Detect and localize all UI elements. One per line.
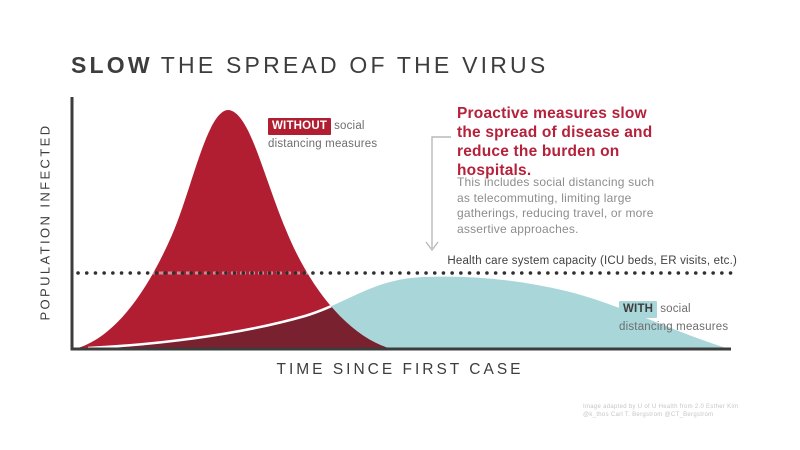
without-curve-label: WITHOUT social distancing measures (268, 118, 377, 151)
with-label-rest: social (660, 303, 691, 315)
without-label-line1: WITHOUT social (268, 118, 377, 135)
without-label-line2: distancing measures (268, 138, 378, 150)
page-title-emphasis: SLOW (71, 52, 153, 78)
y-axis-label: POPULATION INFECTED (37, 123, 53, 321)
with-badge: WITH (619, 301, 658, 318)
attribution-line2: @k_thos Carl T. Bergstrom @CT_Bergstrom (583, 411, 714, 418)
annotation-body: This includes social distancing such as … (457, 175, 655, 236)
annotation-arrow-line (431, 136, 451, 248)
attribution-credit: Image adapted by U of U Health from 2.0 … (583, 404, 738, 419)
annotation-headline: Proactive measures slow the spread of di… (457, 105, 653, 179)
without-badge: WITHOUT (268, 118, 332, 135)
capacity-line-label: Health care system capacity (ICU beds, E… (447, 255, 737, 267)
without-label-rest: social (334, 120, 365, 132)
annotation-arrowhead-icon (425, 241, 439, 252)
with-label-line1: WITH social (619, 301, 728, 318)
x-axis-label: TIME SINCE FIRST CASE (276, 361, 524, 378)
with-label-line2: distancing measures (619, 321, 729, 333)
page-title: SLOW THE SPREAD OF THE VIRUS (71, 52, 548, 79)
with-curve-label: WITH social distancing measures (619, 301, 728, 334)
without-curve-area (78, 110, 388, 348)
page-title-rest: THE SPREAD OF THE VIRUS (160, 52, 549, 78)
attribution-line1: Image adapted by U of U Health from 2.0 … (583, 404, 739, 410)
